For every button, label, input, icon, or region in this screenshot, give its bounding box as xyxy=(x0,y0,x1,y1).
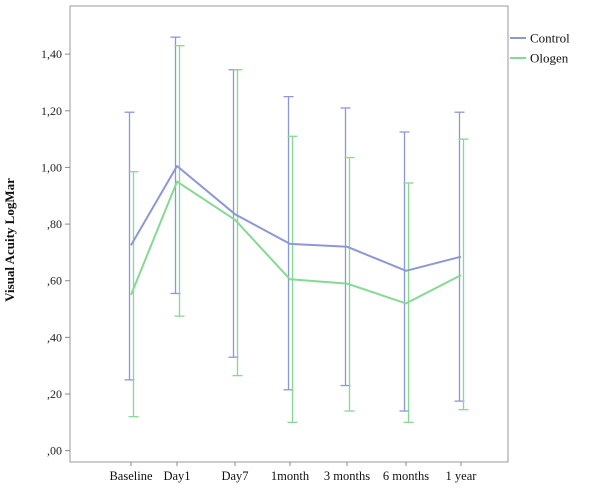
series-lines xyxy=(130,165,462,305)
series-line-control xyxy=(130,165,462,272)
x-tick-label: Day7 xyxy=(221,469,248,483)
y-tick-label: 1,00 xyxy=(41,160,62,174)
legend-label: Ologen xyxy=(530,51,569,66)
y-tick-label: ,20 xyxy=(47,387,62,401)
y-axis-title: Visual Acuity LogMar xyxy=(2,178,17,302)
legend: Control Ologen xyxy=(510,31,570,66)
x-tick-label: 6 months xyxy=(383,469,429,483)
legend-label: Control xyxy=(530,31,570,46)
x-axis: Baseline Day1 Day7 1month 3 months 6 months 1 … xyxy=(109,462,477,483)
y-tick-label: ,60 xyxy=(47,274,62,288)
x-tick-label: Baseline xyxy=(109,469,152,483)
x-tick-label: 1 year xyxy=(446,469,478,483)
y-tick-label: 1,20 xyxy=(41,104,62,118)
y-tick-label: ,40 xyxy=(47,330,62,344)
y-axis: ,00 ,20 ,40 ,60 ,80 1,00 1,20 1,40 xyxy=(41,47,70,458)
y-tick-label: ,80 xyxy=(47,217,62,231)
x-tick-label: Day1 xyxy=(163,469,190,483)
x-tick-label: 1month xyxy=(271,469,310,483)
y-tick-label: 1,40 xyxy=(41,47,62,61)
x-tick-label: 3 months xyxy=(324,469,370,483)
y-tick-label: ,00 xyxy=(47,444,62,458)
